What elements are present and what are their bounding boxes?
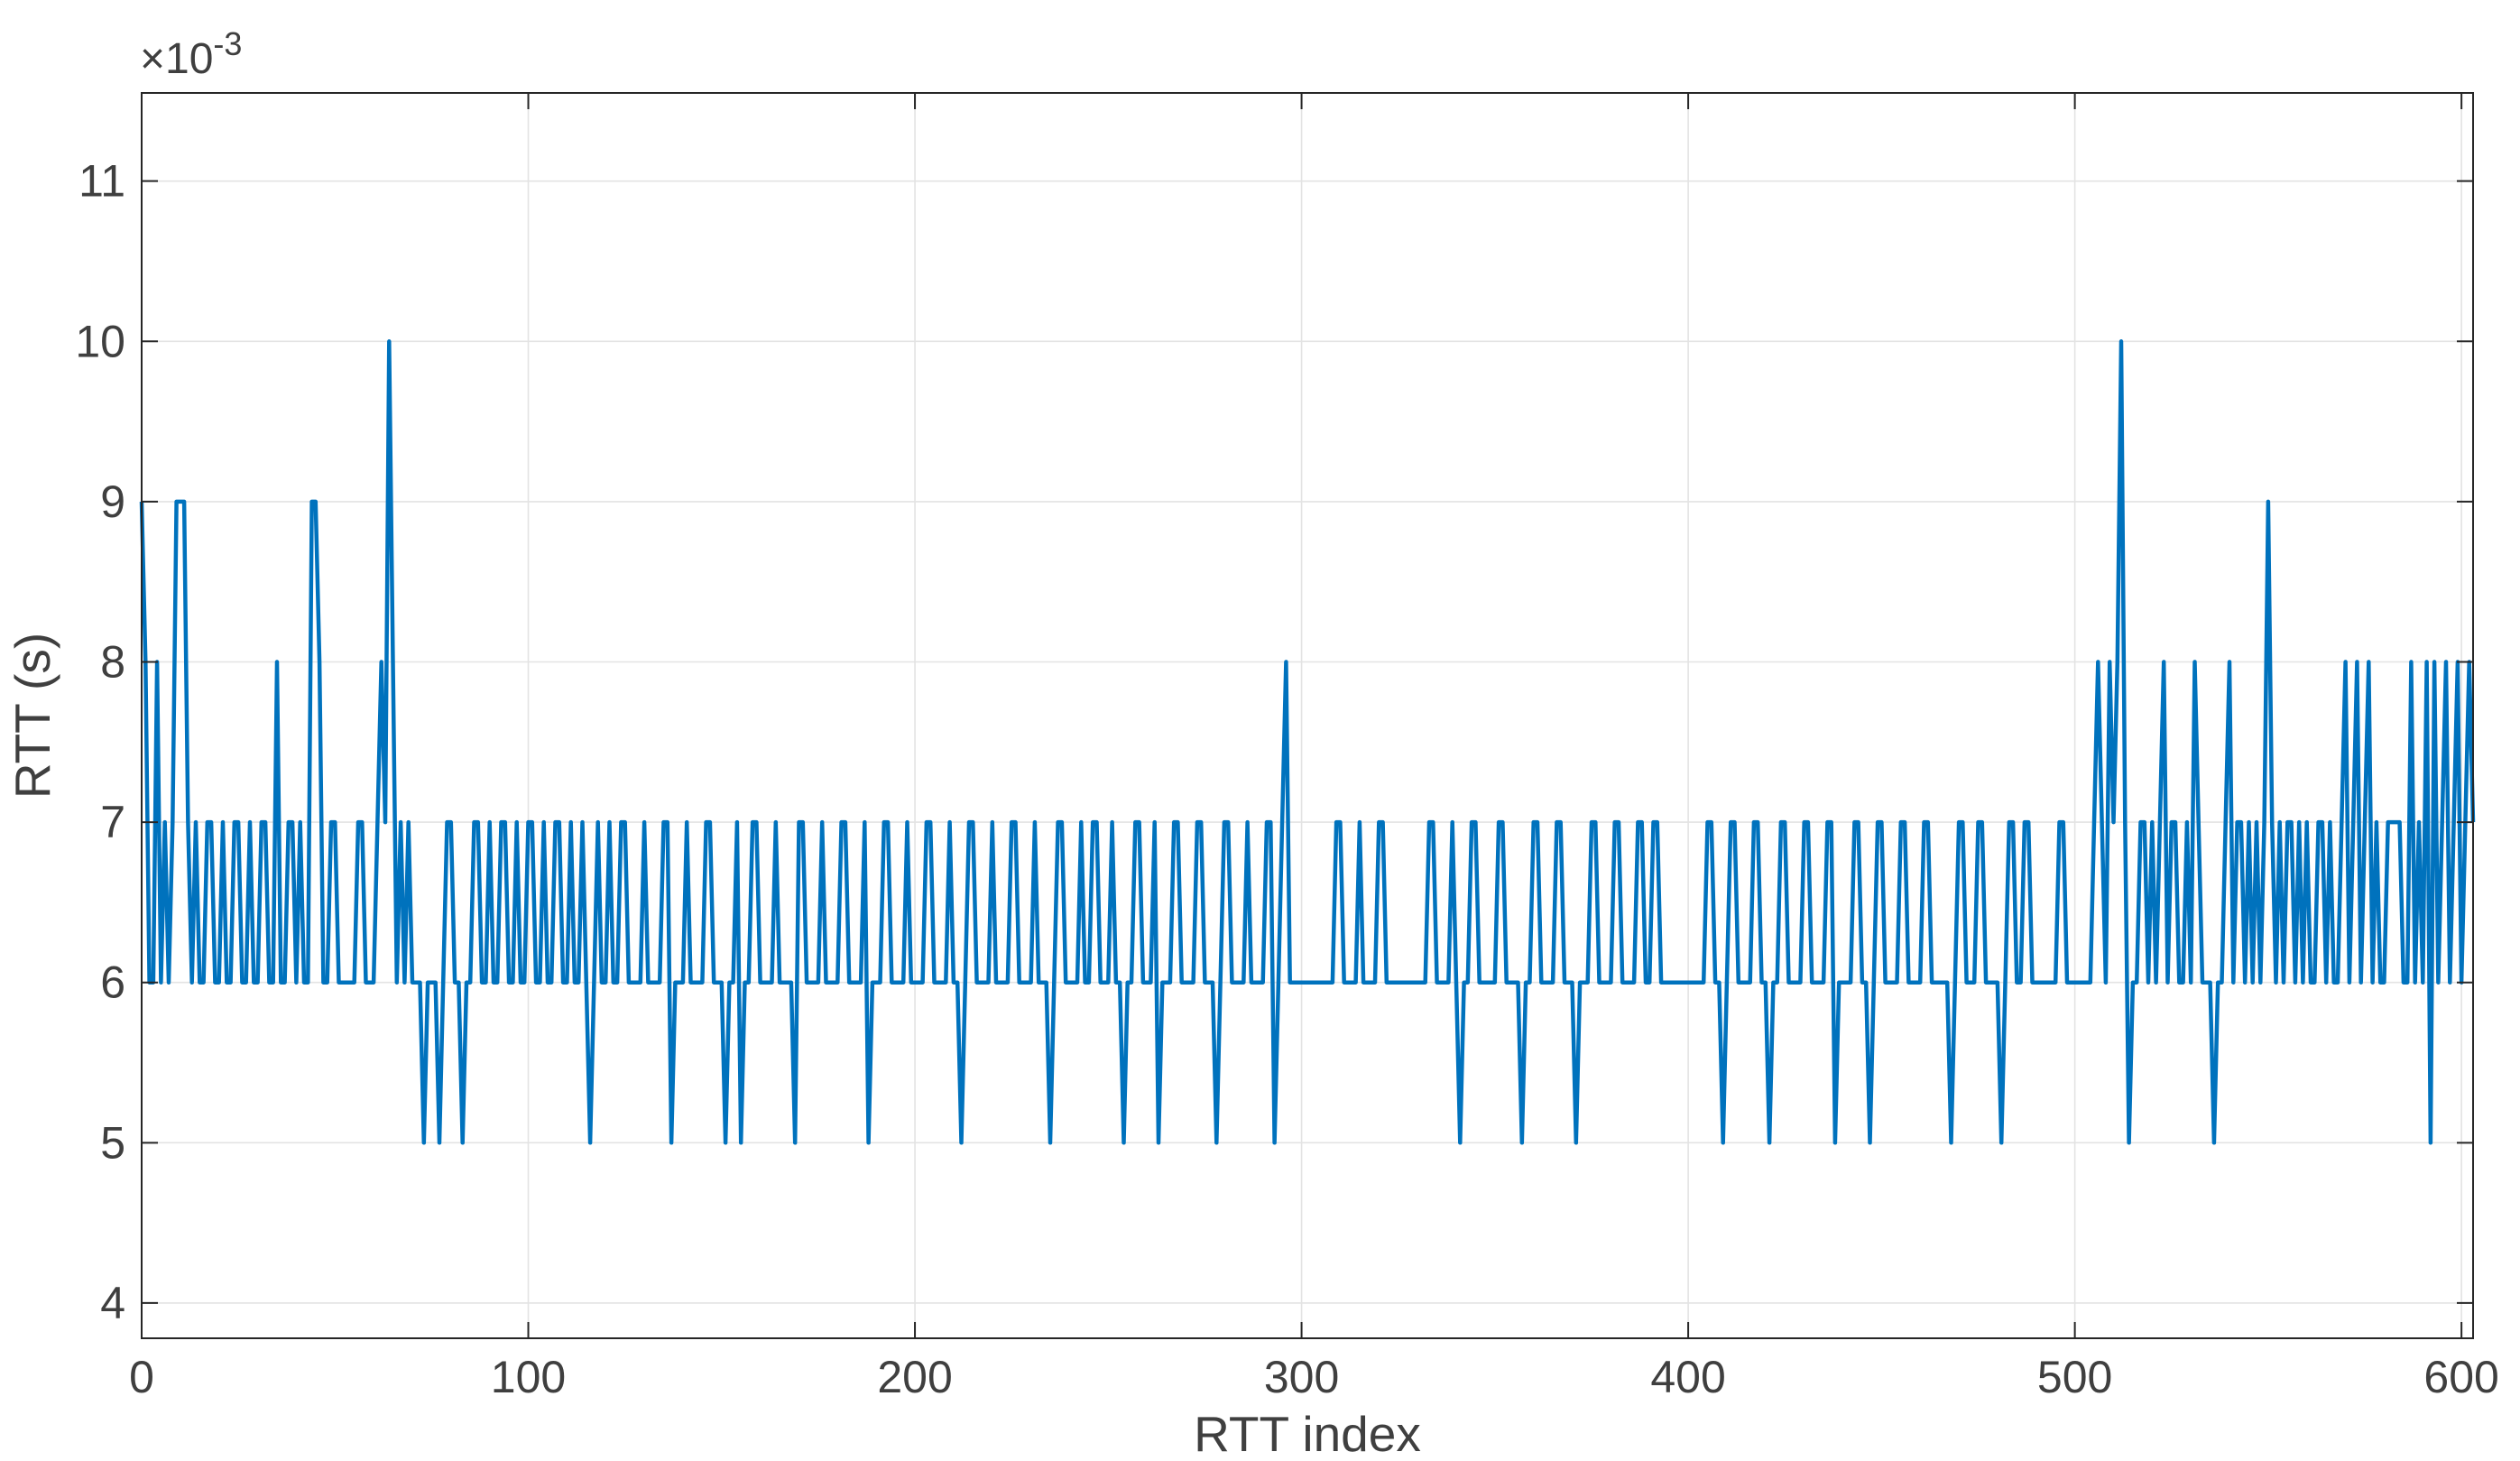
- y-tick-label: 8: [100, 637, 125, 688]
- y-tick-label: 4: [100, 1278, 125, 1328]
- tick-marks: [141, 93, 2473, 1338]
- x-tick-label: 300: [1264, 1352, 1339, 1402]
- plot-box: [141, 92, 2474, 1339]
- y-axis-title: RTT (s): [5, 633, 60, 799]
- y-tick-label: 6: [100, 957, 125, 1008]
- y-tick-label: 5: [100, 1117, 125, 1168]
- x-tick-label: 500: [2037, 1352, 2112, 1402]
- y-tick-label: 9: [100, 476, 125, 527]
- x-tick-label: 200: [877, 1352, 952, 1402]
- x-axis-title: RTT index: [1194, 1406, 1421, 1461]
- rtt-series-line: [139, 339, 2476, 1145]
- y-axis-multiplier-exponent: -3: [213, 25, 242, 62]
- x-tick-labels: 0 100 200 300 400 500 600: [129, 1352, 2499, 1402]
- x-tick-label: 0: [129, 1352, 154, 1402]
- x-tick-label: 100: [491, 1352, 566, 1402]
- x-tick-label: 600: [2423, 1352, 2498, 1402]
- y-tick-label: 10: [75, 316, 125, 366]
- x-tick-label: 400: [1650, 1352, 1725, 1402]
- y-tick-label: 7: [100, 797, 125, 847]
- y-tick-labels: 4 5 6 7 8 9 10 11: [75, 156, 125, 1328]
- y-tick-label: 11: [78, 156, 125, 207]
